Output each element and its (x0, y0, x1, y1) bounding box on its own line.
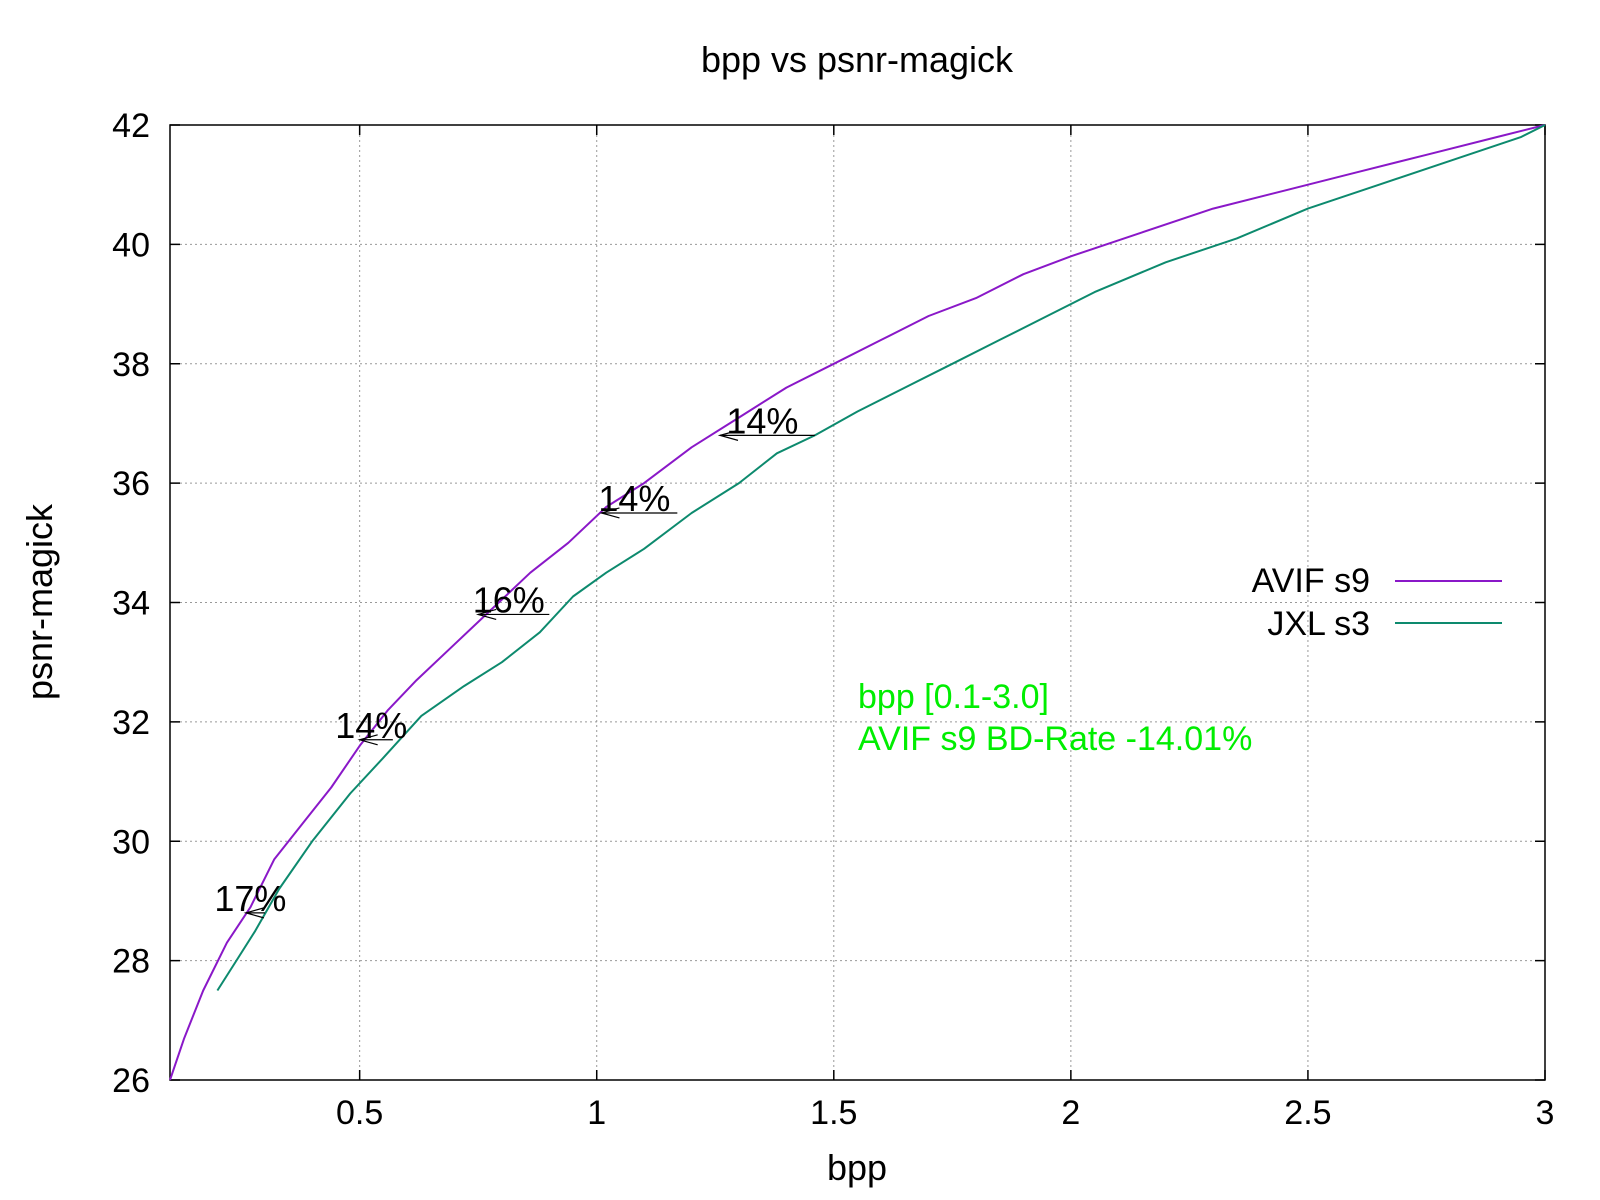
y-tick-label: 40 (112, 226, 150, 264)
grid (170, 125, 1545, 1080)
y-tick-label: 34 (112, 585, 150, 623)
axis-ticks: 0.5 1 1.5 2 2.5 3 26 28 30 32 34 36 38 40 42 (112, 107, 1554, 1132)
legend-label-avif: AVIF s9 (1252, 562, 1370, 600)
series-layer (169, 124, 1546, 1081)
x-tick-label: 2.5 (1284, 1094, 1331, 1132)
annotation-arrow-head (243, 907, 265, 919)
y-tick-label: 42 (112, 107, 150, 145)
annotation-arrow-head (357, 734, 378, 746)
annotation-label: 14% (726, 400, 798, 441)
x-tick-label: 1 (587, 1094, 606, 1132)
note-bd-rate: AVIF s9 BD-Rate -14.01% (858, 720, 1252, 758)
x-tick-label: 1.5 (810, 1094, 857, 1132)
chart-title: bpp vs psnr-magick (701, 39, 1014, 80)
x-tick-label: 0.5 (336, 1094, 383, 1132)
y-tick-label: 38 (112, 346, 150, 384)
annotation-label: 14% (598, 478, 670, 519)
y-tick-label: 36 (112, 465, 150, 503)
annotation-label: 16% (473, 579, 545, 620)
y-tick-label: 28 (112, 943, 150, 981)
annotation-arrow-head (599, 507, 620, 519)
y-tick-label: 26 (112, 1062, 150, 1100)
annotations: 17% 14% 16% 14% 14% (214, 400, 815, 919)
x-tick-label: 2 (1061, 1094, 1080, 1132)
y-axis-label: psnr-magick (19, 503, 60, 700)
annotation-arrow-head (475, 608, 497, 621)
annotation-label: 14% (335, 705, 407, 746)
series-line-avif-s9 (169, 124, 1546, 1081)
legend: AVIF s9 JXL s3 (1252, 562, 1502, 643)
legend-label-jxl: JXL s3 (1267, 605, 1370, 643)
annotation-arrow-head (717, 429, 739, 441)
note-bpp-range: bpp [0.1-3.0] (858, 678, 1049, 716)
series-line-jxl-s3 (216, 124, 1546, 992)
x-tick-label: 3 (1536, 1094, 1555, 1132)
annotation-label: 17% (214, 878, 286, 919)
x-axis-label: bpp (827, 1147, 887, 1188)
y-tick-label: 30 (112, 823, 150, 861)
y-tick-label: 32 (112, 704, 150, 742)
